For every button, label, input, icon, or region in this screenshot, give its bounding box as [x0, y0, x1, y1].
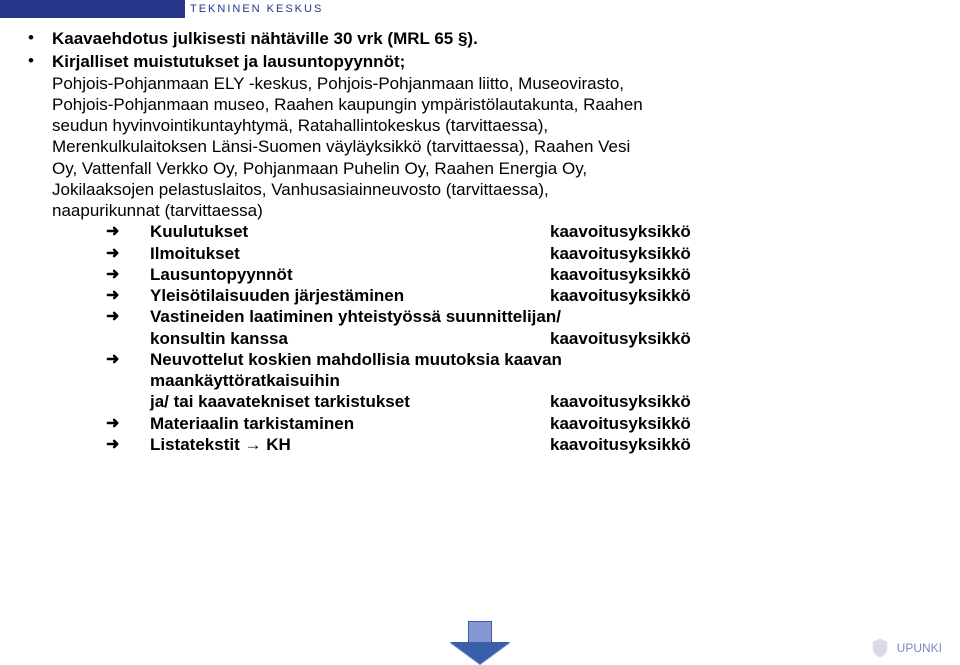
- arrow-label: maankäyttöratkaisuihin: [150, 371, 340, 390]
- arrow-item-vastineet-1: ➜ Vastineiden laatiminen yhteistyössä su…: [106, 306, 936, 327]
- bullet-2-body-6: Jokilaaksojen pelastuslaitos, Vanhusasia…: [52, 180, 549, 199]
- bullet-2-body-7: naapurikunnat (tarvittaessa): [52, 201, 263, 220]
- bullet-2-body-1: Pohjois-Pohjanmaan ELY -keskus, Pohjois-…: [52, 74, 624, 93]
- arrow-icon: ➜: [106, 243, 119, 263]
- arrow-label: Ilmoitukset: [150, 243, 550, 264]
- slide-content: Kaavaehdotus julkisesti nähtäville 30 vr…: [24, 28, 936, 457]
- arrow-icon: ➜: [106, 349, 119, 369]
- arrow-label: konsultin kanssa: [150, 328, 550, 349]
- arrow-item-neuvottelut-3: ja/ tai kaavatekniset tarkistukset kaavo…: [106, 391, 936, 412]
- footer-text: UPUNKI: [897, 641, 942, 655]
- arrow-value: kaavoitusyksikkö: [550, 243, 691, 264]
- arrow-item-kuulutukset: ➜ Kuulutukset kaavoitusyksikkö: [106, 221, 936, 242]
- arrow-value: kaavoitusyksikkö: [550, 221, 691, 242]
- arrow-value: kaavoitusyksikkö: [550, 413, 691, 434]
- arrow-value: kaavoitusyksikkö: [550, 391, 691, 412]
- arrow-item-neuvottelut-2: maankäyttöratkaisuihin: [106, 370, 936, 391]
- bullet-2: Kirjalliset muistutukset ja lausuntopyyn…: [24, 51, 936, 455]
- arrow-label: Vastineiden laatiminen yhteistyössä suun…: [150, 307, 561, 326]
- arrow-item-ilmoitukset: ➜ Ilmoitukset kaavoitusyksikkö: [106, 243, 936, 264]
- arrow-label: Materiaalin tarkistaminen: [150, 413, 550, 434]
- arrow-item-neuvottelut-1: ➜ Neuvottelut koskien mahdollisia muutok…: [106, 349, 936, 370]
- arrow-icon: ➜: [106, 221, 119, 241]
- arrow-item-lausuntopyynnot: ➜ Lausuntopyynnöt kaavoitusyksikkö: [106, 264, 936, 285]
- down-arrow-shape: [450, 621, 510, 665]
- arrow-icon: ➜: [106, 306, 119, 326]
- arrow-label: Yleisötilaisuuden järjestäminen: [150, 285, 550, 306]
- arrow-label: Kuulutukset: [150, 221, 550, 242]
- bullet-2-body-5: Oy, Vattenfall Verkko Oy, Pohjanmaan Puh…: [52, 159, 587, 178]
- footer-logo: UPUNKI: [869, 637, 942, 659]
- shield-icon: [869, 637, 891, 659]
- bullet-1: Kaavaehdotus julkisesti nähtäville 30 vr…: [24, 28, 936, 49]
- arrow-label: Lausuntopyynnöt: [150, 264, 550, 285]
- arrow-list: ➜ Kuulutukset kaavoitusyksikkö ➜ Ilmoitu…: [52, 221, 936, 455]
- bullet-2-body-3: seudun hyvinvointikuntayhtymä, Ratahalli…: [52, 116, 548, 135]
- arrow-item-yleisotilaisuus: ➜ Yleisötilaisuuden järjestäminen kaavoi…: [106, 285, 936, 306]
- arrow-icon: ➜: [106, 413, 119, 433]
- arrow-label: ja/ tai kaavatekniset tarkistukset: [150, 391, 550, 412]
- arrow-value: kaavoitusyksikkö: [550, 434, 691, 455]
- bullet-2-body-2: Pohjois-Pohjanmaan museo, Raahen kaupung…: [52, 95, 643, 114]
- arrow-item-vastineet-2: konsultin kanssa kaavoitusyksikkö: [106, 328, 936, 349]
- arrow-head: [450, 643, 510, 665]
- bullet-2-body-4: Merenkulkulaitoksen Länsi-Suomen väyläyk…: [52, 137, 630, 156]
- arrow-icon: ➜: [106, 264, 119, 284]
- bullet-1-text: Kaavaehdotus julkisesti nähtäville 30 vr…: [52, 29, 478, 48]
- arrow-label: Listatekstit → KH: [150, 434, 550, 455]
- arrow-item-materiaali: ➜ Materiaalin tarkistaminen kaavoitusyks…: [106, 413, 936, 434]
- arrow-value: kaavoitusyksikkö: [550, 285, 691, 306]
- header-title: TEKNINEN KESKUS: [190, 0, 323, 18]
- arrow-label: Neuvottelut koskien mahdollisia muutoksi…: [150, 350, 562, 369]
- arrow-value: kaavoitusyksikkö: [550, 264, 691, 285]
- arrow-icon: ➜: [106, 285, 119, 305]
- arrow-item-listatekstit: ➜ Listatekstit → KH kaavoitusyksikkö: [106, 434, 936, 455]
- arrow-icon: ➜: [106, 434, 119, 454]
- arrow-value: kaavoitusyksikkö: [550, 328, 691, 349]
- header-color-bar: [0, 0, 185, 18]
- bullet-2-title: Kirjalliset muistutukset ja lausuntopyyn…: [52, 52, 405, 71]
